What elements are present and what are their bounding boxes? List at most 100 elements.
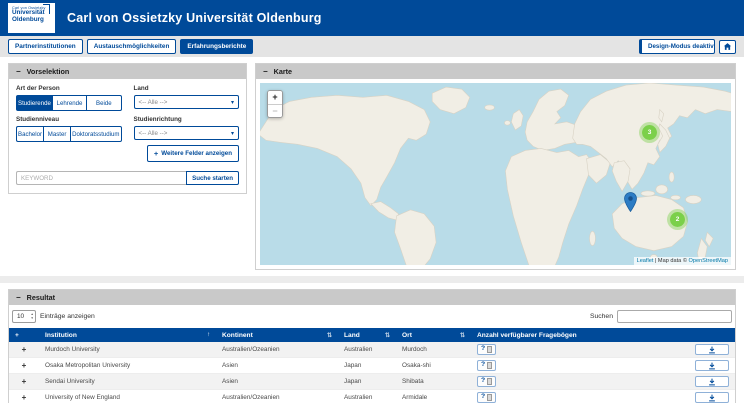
questionnaire-button[interactable]: ? <box>477 376 497 387</box>
marker-cluster-east-australia[interactable]: 2 <box>670 212 685 227</box>
cell-kontinent: Asien <box>216 357 338 374</box>
tab-bar: Partnerinstitutionen Austauschmöglichkei… <box>0 36 744 57</box>
vorselektion-panel-header[interactable]: − Vorselektion <box>9 64 246 79</box>
column-ort[interactable]: Ort ⇅ <box>396 328 471 342</box>
spinner-icon: ▴ ▾ <box>31 312 33 320</box>
option-studierende[interactable]: Studierende <box>16 95 52 111</box>
home-button[interactable] <box>719 39 736 54</box>
cluster-count: 2 <box>675 216 680 223</box>
column-land[interactable]: Land ⇅ <box>338 328 396 342</box>
world-map[interactable]: + − 3 2 <box>260 83 731 265</box>
leaflet-link[interactable]: Leaflet <box>636 258 654 264</box>
resultat-panel-header[interactable]: − Resultat <box>9 290 735 305</box>
sort-icon: ⇅ <box>384 332 390 339</box>
column-kontinent[interactable]: Kontinent ⇅ <box>216 328 338 342</box>
resultat-body: 10 ▴ ▾ Einträge anzeigen Suchen <box>9 305 735 403</box>
download-icon <box>709 362 715 369</box>
question-mark-icon: ? <box>481 345 486 353</box>
tab-actions: Design-Modus deaktivi... <box>639 39 736 54</box>
column-expand[interactable]: + <box>9 328 39 342</box>
table-search-input[interactable] <box>617 310 732 323</box>
document-icon <box>487 378 493 385</box>
tab-austauschmoeglichkeiten[interactable]: Austauschmöglichkeiten <box>86 39 177 54</box>
openstreetmap-link[interactable]: OpenStreetMap <box>688 258 729 264</box>
download-button[interactable] <box>695 360 729 371</box>
option-doktoratsstudium[interactable]: Doktoratsstudium <box>70 126 122 142</box>
row-expand-button[interactable]: + <box>9 389 39 403</box>
tab-group: Partnerinstitutionen Austauschmöglichkei… <box>8 39 254 54</box>
collapse-icon: − <box>263 66 268 76</box>
cell-anzahl: ? <box>471 357 735 374</box>
zoom-out-button[interactable]: − <box>268 104 282 117</box>
tab-partnerinstitutionen[interactable]: Partnerinstitutionen <box>8 39 83 54</box>
cell-anzahl: ? <box>471 389 735 403</box>
field-studienrichtung: Studienrichtung <-- Alle --> ▾ + Weitere… <box>133 116 239 162</box>
entries-label: Einträge anzeigen <box>40 313 95 320</box>
row-expand-button[interactable]: + <box>9 373 39 390</box>
more-fields-button[interactable]: + Weitere Felder anzeigen <box>146 145 239 162</box>
cell-ort: Shibata <box>396 373 471 390</box>
plus-icon: + <box>153 149 159 158</box>
world-map-landmass <box>260 83 731 265</box>
sort-icon: ⇅ <box>459 332 465 339</box>
field-land: Land <-- Alle --> ▾ <box>133 85 239 111</box>
questionnaire-button[interactable]: ? <box>477 360 497 371</box>
download-icon <box>709 378 715 385</box>
column-institution[interactable]: Institution ↑ <box>39 328 216 342</box>
cell-kontinent: Asien <box>216 373 338 390</box>
column-anzahl-fragebogen[interactable]: Anzahl verfügbarer Fragebögen <box>471 328 735 342</box>
download-button[interactable] <box>695 392 729 403</box>
page-title: Carl von Ossietzky Universität Oldenburg <box>67 11 322 25</box>
vorselektion-title: Vorselektion <box>26 67 70 76</box>
art-der-person-group: Studierende Lehrende Beide <box>16 95 122 111</box>
start-search-button[interactable]: Suche starten <box>186 171 239 185</box>
land-select[interactable]: <-- Alle --> ▾ <box>133 95 239 109</box>
cell-kontinent: Australien/Ozeanien <box>216 342 338 358</box>
questionnaire-button[interactable]: ? <box>477 392 497 403</box>
map-pin-western-australia[interactable] <box>624 192 637 217</box>
logo-line-2: Universität <box>12 8 45 16</box>
option-lehrende[interactable]: Lehrende <box>51 95 87 111</box>
cell-ort: Osaka-shi <box>396 357 471 374</box>
page-size-select[interactable]: 10 ▴ ▾ <box>12 310 36 323</box>
cell-ort: Armidale <box>396 389 471 403</box>
collapse-icon: − <box>16 292 21 302</box>
university-logo[interactable]: Carl von Ossietzky Universität Oldenburg <box>8 3 55 33</box>
collapse-icon: − <box>16 66 21 76</box>
table-row: + Murdoch University Australien/Ozeanien… <box>9 342 735 358</box>
vorselektion-panel: − Vorselektion Art der Person Studierend… <box>8 63 247 194</box>
download-icon <box>709 346 715 353</box>
table-row: + University of New England Australien/O… <box>9 389 735 403</box>
keyword-input[interactable] <box>16 171 187 185</box>
page-length-control: 10 ▴ ▾ Einträge anzeigen <box>12 310 95 323</box>
cell-land: Japan <box>338 373 396 390</box>
cell-institution: University of New England <box>39 389 216 403</box>
design-mode-button[interactable]: Design-Modus deaktivi... <box>639 39 715 54</box>
field-art-der-person: Art der Person Studierende Lehrende Beid… <box>16 85 122 111</box>
document-icon <box>487 394 493 401</box>
table-row: + Osaka Metropolitan University Asien Ja… <box>9 357 735 374</box>
vorselektion-body: Art der Person Studierende Lehrende Beid… <box>9 79 246 193</box>
studienrichtung-select[interactable]: <-- Alle --> ▾ <box>133 126 239 140</box>
marker-cluster-japan[interactable]: 3 <box>642 125 657 140</box>
cell-anzahl: ? <box>471 373 735 390</box>
main-content: − Vorselektion Art der Person Studierend… <box>0 57 744 403</box>
option-beide[interactable]: Beide <box>86 95 122 111</box>
sort-icon: ⇅ <box>326 332 332 339</box>
download-button[interactable] <box>695 344 729 355</box>
row-expand-button[interactable]: + <box>9 342 39 358</box>
row-expand-button[interactable]: + <box>9 357 39 374</box>
option-master[interactable]: Master <box>43 126 71 142</box>
zoom-in-button[interactable]: + <box>268 91 282 104</box>
results-table: + Institution ↑ Kontinent ⇅ Land ⇅ Ort ⇅ Anz… <box>9 328 735 403</box>
cell-land: Australien <box>338 389 396 403</box>
download-icon <box>709 394 715 401</box>
land-label: Land <box>133 85 149 92</box>
karte-panel-header[interactable]: − Karte <box>256 64 735 79</box>
tab-erfahrungsberichte[interactable]: Erfahrungsberichte <box>180 39 254 54</box>
option-bachelor[interactable]: Bachelor <box>16 126 44 142</box>
land-select-value: <-- Alle --> <box>138 98 168 106</box>
questionnaire-button[interactable]: ? <box>477 344 497 355</box>
download-button[interactable] <box>695 376 729 387</box>
sort-asc-icon: ↑ <box>207 332 210 338</box>
